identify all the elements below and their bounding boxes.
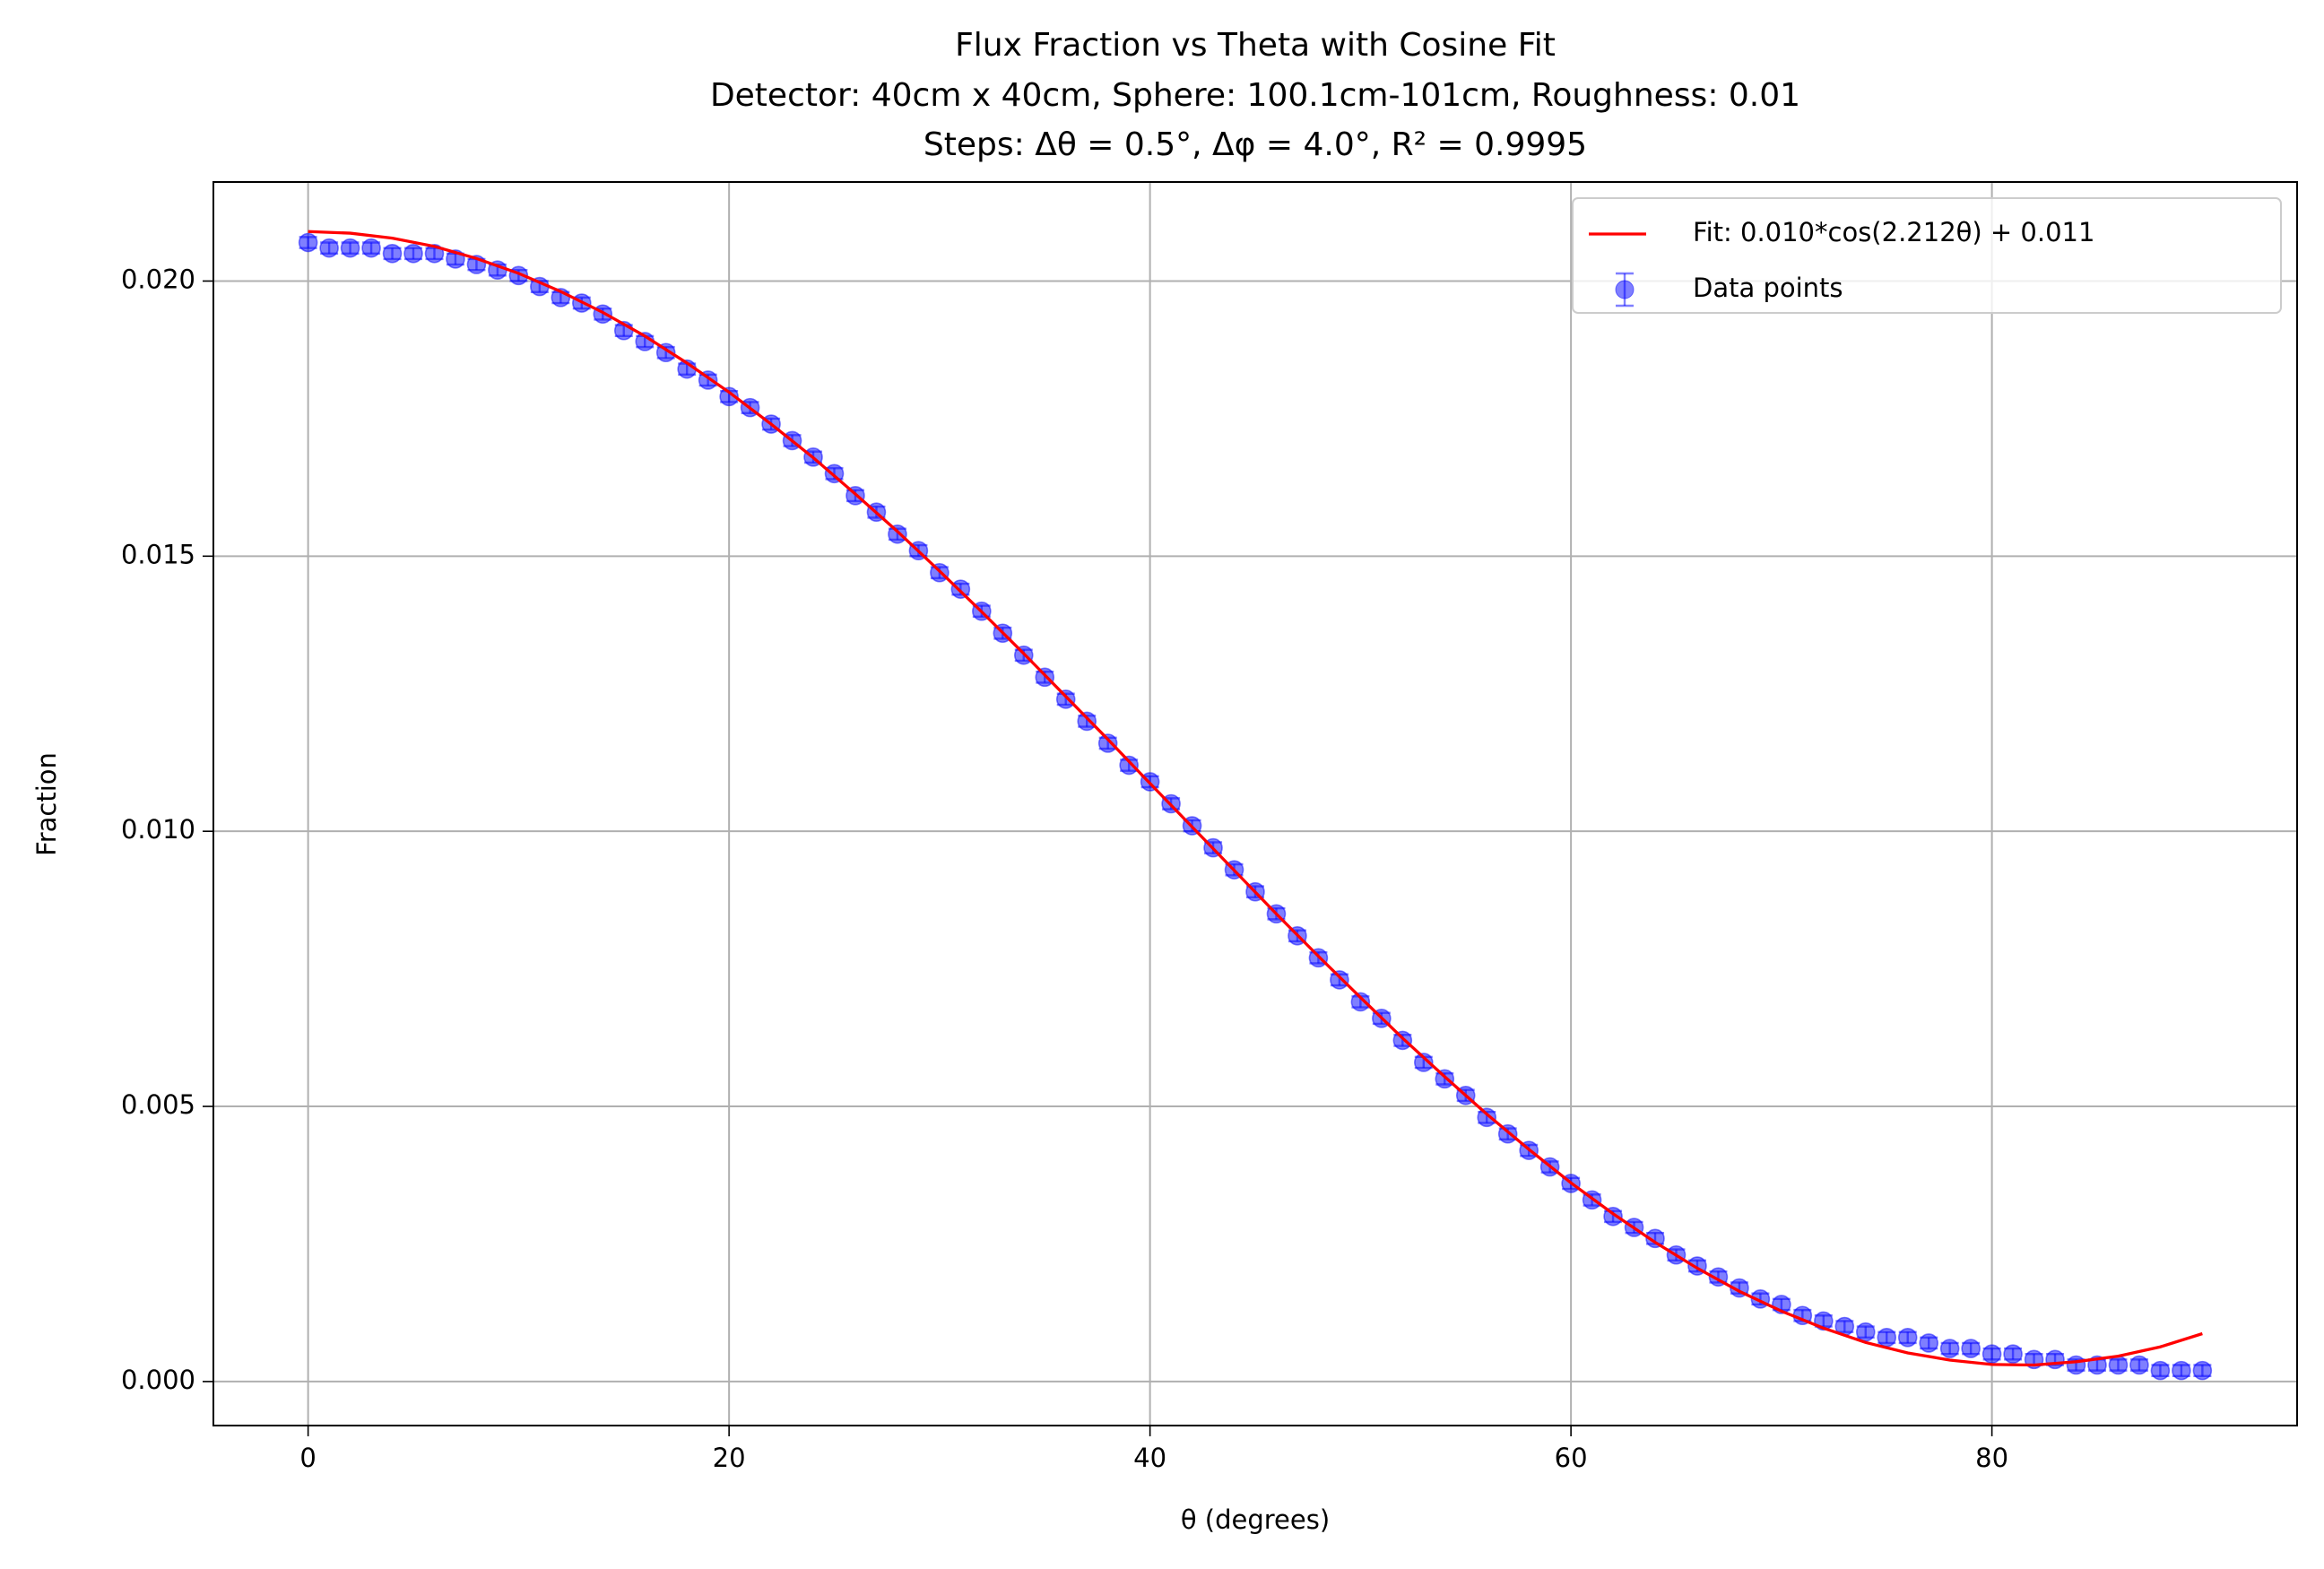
data-point: [1055, 689, 1076, 709]
data-point: [1645, 1228, 1665, 1249]
x-axis-label: θ (degrees): [1181, 1504, 1330, 1535]
legend-label: Fit: 0.010*cos(2.212θ) + 0.011: [1693, 217, 2094, 247]
data-point: [1855, 1322, 1876, 1342]
data-point: [1350, 992, 1371, 1012]
data-point: [1961, 1339, 1981, 1358]
data-point: [1413, 1053, 1434, 1072]
data-point: [2045, 1349, 2065, 1370]
x-tick-label: 60: [1555, 1443, 1588, 1473]
data-point: [2172, 1360, 2191, 1381]
x-tick-label: 80: [1975, 1443, 2008, 1473]
data-point: [2129, 1355, 2149, 1375]
x-tick-label: 40: [1133, 1443, 1166, 1473]
data-point: [340, 238, 360, 258]
data-point: [1077, 711, 1097, 732]
chart-subtitle: Steps: Δθ = 0.5°, Δφ = 4.0°, R² = 0.9995: [924, 126, 1587, 163]
data-point: [1119, 755, 1139, 776]
data-point: [1897, 1328, 1918, 1348]
chart-title: Flux Fraction vs Theta with Cosine Fit: [955, 27, 1556, 64]
legend-swatch: [1615, 280, 1635, 299]
y-tick-label: 0.020: [121, 264, 195, 294]
plot-frame: [212, 181, 2298, 1426]
data-point: [1035, 667, 1055, 688]
data-point: [1877, 1328, 1897, 1348]
data-point: [319, 238, 339, 258]
data-point: [2066, 1355, 2086, 1375]
legend-box: [1572, 197, 2282, 314]
fit-line: [308, 230, 2203, 1367]
data-point: [1477, 1107, 1497, 1128]
data-point: [888, 524, 907, 544]
y-tick-label: 0.000: [121, 1365, 195, 1395]
chart-subtitle: Detector: 40cm x 40cm, Sphere: 100.1cm-1…: [710, 77, 1800, 114]
data-point: [2150, 1360, 2171, 1381]
data-point: [1939, 1339, 1960, 1358]
data-point: [1097, 733, 1118, 753]
data-point: [2192, 1360, 2213, 1381]
data-point: [2003, 1344, 2023, 1365]
x-tick-label: 20: [713, 1443, 746, 1473]
data-point: [719, 386, 739, 407]
y-tick-label: 0.015: [121, 539, 195, 569]
data-point: [298, 232, 318, 253]
y-tick-label: 0.005: [121, 1089, 195, 1120]
data-point: [2108, 1355, 2129, 1375]
x-tick-label: 0: [299, 1443, 316, 1473]
legend-label: Data points: [1693, 273, 1843, 303]
data-point: [382, 243, 403, 264]
data-point: [403, 243, 423, 264]
y-axis-label: Fraction: [31, 752, 62, 856]
data-point: [1981, 1344, 2002, 1365]
data-point: [1919, 1333, 1938, 1353]
y-tick-label: 0.010: [121, 814, 195, 845]
data-point: [361, 238, 381, 258]
data-point: [1330, 970, 1349, 990]
